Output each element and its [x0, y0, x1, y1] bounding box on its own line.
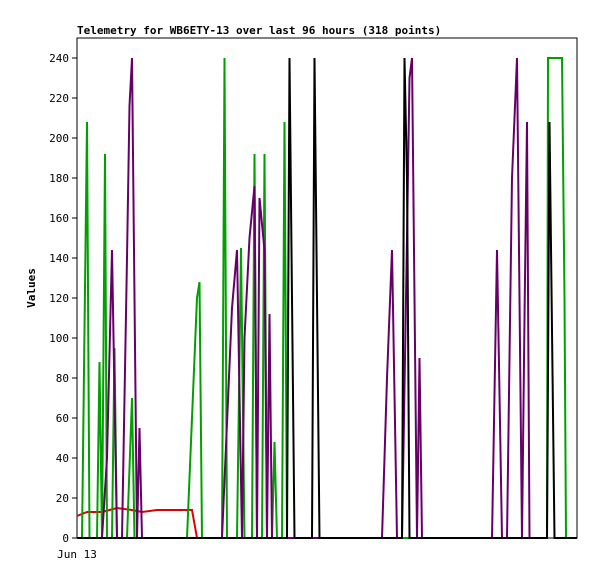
plot-frame: [76, 37, 578, 539]
y-tick-label: 20: [56, 492, 69, 505]
x-axis: Jun 13: [57, 548, 97, 561]
y-tick-label: 0: [62, 532, 69, 545]
x-tick-label: Jun 13: [57, 548, 97, 561]
y-tick-label: 120: [49, 292, 69, 305]
y-axis-label: Values: [25, 268, 38, 308]
y-tick-label: 160: [49, 212, 69, 225]
y-tick-label: 240: [49, 52, 69, 65]
y-tick-label: 60: [56, 412, 69, 425]
series-line-3: [101, 57, 531, 539]
y-tick-label: 200: [49, 132, 69, 145]
y-tick-label: 220: [49, 92, 69, 105]
y-tick-label: 180: [49, 172, 69, 185]
y-tick-label: 80: [56, 372, 69, 385]
y-tick-label: 140: [49, 252, 69, 265]
y-tick-label: 100: [49, 332, 69, 345]
y-axis: 0 20 40 60 80 100 120 140 160 180 200 220 240: [49, 52, 77, 545]
chart-title: Telemetry for WB6ETY-13 over last 96 hou…: [77, 24, 441, 37]
series-line-4: [77, 57, 577, 539]
series-layer: [76, 57, 577, 539]
series-line-2: [77, 57, 577, 539]
y-tick-label: 40: [56, 452, 69, 465]
